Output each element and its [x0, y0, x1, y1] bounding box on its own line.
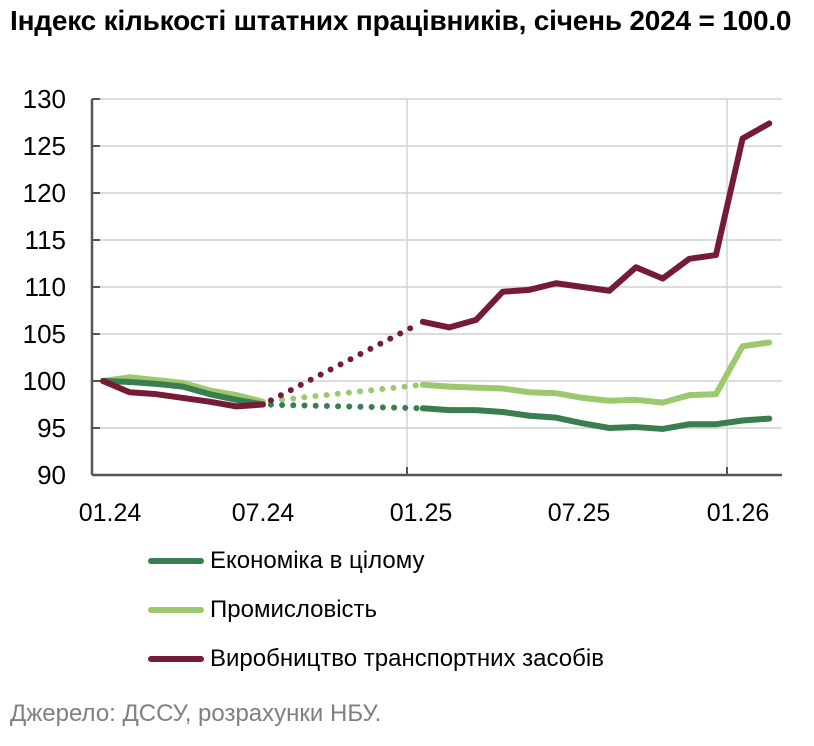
x-axis-ticks: 01.24 07.24 01.25 07.25 01.26 — [79, 499, 770, 527]
series-dotted-gap — [267, 382, 420, 404]
y-tick-label: 120 — [23, 178, 66, 208]
y-tick-label: 100 — [23, 366, 66, 396]
x-tick-label: 01.24 — [79, 499, 142, 527]
series-line — [100, 378, 266, 408]
gridlines — [92, 98, 782, 475]
legend-label: Виробництво транспортних засобів — [210, 644, 604, 672]
series-dotted-gap — [267, 401, 420, 412]
y-tick-label: 115 — [25, 225, 66, 255]
y-tick-label: 90 — [37, 460, 66, 490]
legend-swatch-transport — [148, 655, 204, 662]
legend-label: Промисловість — [210, 595, 378, 623]
series-line — [100, 378, 266, 410]
x-tick-label: 07.25 — [548, 499, 611, 527]
series-line — [419, 120, 773, 331]
legend-label: Економіка в цілому — [210, 546, 425, 574]
source-note: Джерело: ДССУ, розрахунки НБУ. — [10, 700, 382, 727]
legend-swatch-economy — [148, 557, 204, 564]
series-line — [100, 374, 266, 405]
x-tick-label: 07.24 — [232, 499, 295, 527]
legend-item-economy: Економіка в цілому — [148, 536, 604, 585]
x-tick-label: 01.26 — [707, 499, 770, 527]
series-lines — [100, 120, 773, 432]
y-tick-label: 130 — [23, 84, 66, 114]
series-line — [419, 405, 773, 432]
y-tick-label: 95 — [37, 413, 66, 443]
legend-item-industry: Промисловість — [148, 585, 604, 634]
x-tick-label: 01.25 — [390, 499, 453, 527]
legend-item-transport: Виробництво транспортних засобів — [148, 634, 604, 683]
y-tick-label: 110 — [25, 272, 66, 302]
y-axis-ticks: 90 95 100 105 110 115 120 125 130 — [23, 84, 66, 490]
legend: Економіка в цілому Промисловість Виробни… — [148, 536, 604, 683]
series-dotted-gap — [267, 321, 420, 404]
axes — [90, 98, 782, 477]
y-tick-label: 125 — [23, 131, 66, 161]
chart-title: Індекс кількості штатних працівників, сі… — [10, 5, 792, 36]
series-line — [419, 339, 773, 406]
legend-swatch-industry — [148, 606, 204, 613]
y-tick-label: 105 — [23, 319, 66, 349]
